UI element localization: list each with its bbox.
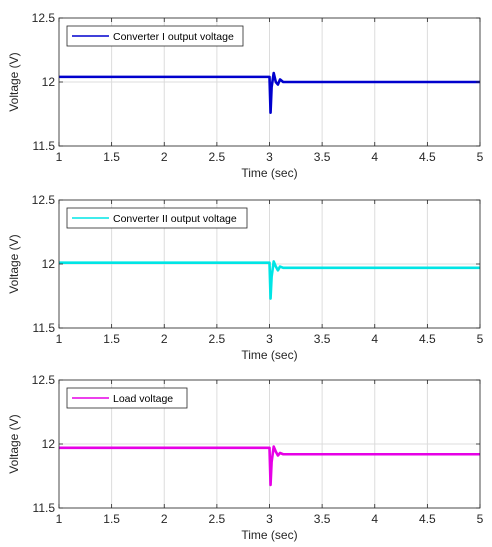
x-tick-label: 4 <box>371 150 378 164</box>
y-tick-label: 12 <box>42 75 56 89</box>
x-tick-label: 1 <box>56 512 63 526</box>
x-tick-label: 1 <box>56 332 63 346</box>
x-tick-label: 3.5 <box>314 512 331 526</box>
y-tick-label: 11.5 <box>33 501 56 515</box>
legend-box <box>66 387 188 409</box>
x-tick-label: 4.5 <box>419 150 436 164</box>
legend: Converter II output voltage <box>66 207 248 229</box>
x-tick-label: 2 <box>161 512 168 526</box>
x-tick-label: 4.5 <box>419 332 436 346</box>
x-tick-label: 4 <box>371 512 378 526</box>
y-tick-label: 12 <box>42 257 56 271</box>
x-tick-label: 5 <box>477 512 484 526</box>
x-axis-label: Time (sec) <box>241 528 297 542</box>
y-tick-label: 12 <box>42 437 56 451</box>
series-line-1 <box>59 71 480 115</box>
y-tick-label: 12.5 <box>32 11 56 25</box>
x-tick-label: 2 <box>161 332 168 346</box>
x-tick-label: 1.5 <box>103 150 120 164</box>
x-tick-label: 1 <box>56 150 63 164</box>
y-tick-label: 11.5 <box>33 321 56 335</box>
legend-box <box>66 207 248 229</box>
y-tick-label: 11.5 <box>33 139 56 153</box>
y-tick-label: 12.5 <box>32 373 56 387</box>
series-line-1 <box>59 445 480 487</box>
x-tick-label: 2.5 <box>209 512 226 526</box>
legend: Converter I output voltage <box>66 25 244 47</box>
legend-entry: Load voltage <box>113 393 173 405</box>
x-tick-label: 2.5 <box>209 150 226 164</box>
x-tick-label: 1.5 <box>103 512 120 526</box>
y-axis-label: Voltage (V) <box>7 414 21 473</box>
legend-entry: Converter II output voltage <box>113 213 237 225</box>
x-tick-label: 3 <box>266 150 273 164</box>
x-tick-label: 3 <box>266 512 273 526</box>
x-tick-label: 4 <box>371 332 378 346</box>
x-tick-label: 3.5 <box>314 332 331 346</box>
legend-entry: Converter I output voltage <box>113 31 234 43</box>
x-tick-label: 4.5 <box>419 512 436 526</box>
x-tick-label: 3 <box>266 332 273 346</box>
series-line-1 <box>59 260 480 300</box>
x-tick-label: 2.5 <box>209 332 226 346</box>
legend: Load voltage <box>66 387 188 409</box>
x-tick-label: 3.5 <box>314 150 331 164</box>
x-tick-label: 5 <box>477 150 484 164</box>
y-axis-label: Voltage (V) <box>7 52 21 111</box>
y-axis-label: Voltage (V) <box>7 234 21 293</box>
x-axis-label: Time (sec) <box>241 166 297 180</box>
x-tick-label: 1.5 <box>103 332 120 346</box>
legend-box <box>66 25 244 47</box>
x-tick-label: 5 <box>477 332 484 346</box>
x-tick-label: 2 <box>161 150 168 164</box>
y-tick-label: 12.5 <box>32 193 56 207</box>
x-axis-label: Time (sec) <box>241 348 297 362</box>
